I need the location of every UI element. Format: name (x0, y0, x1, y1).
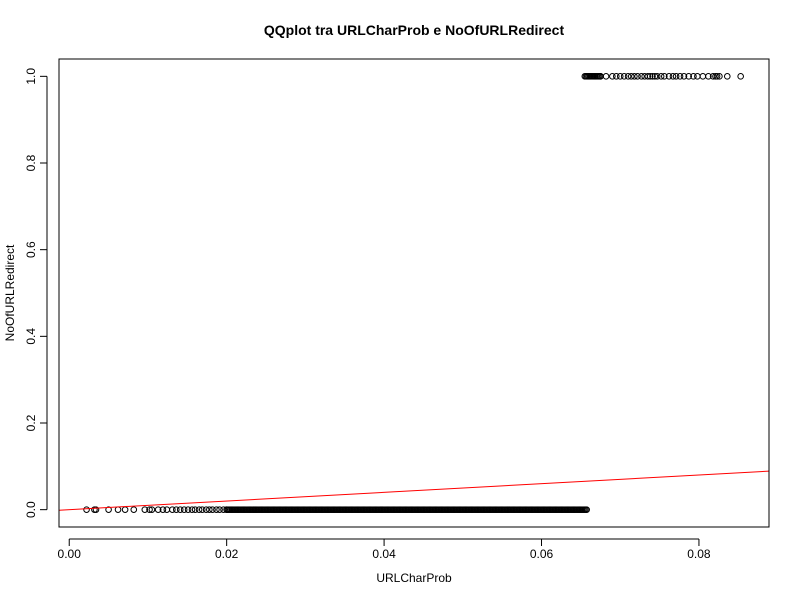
data-point (206, 506, 213, 513)
data-point (180, 506, 188, 513)
data-point (191, 506, 199, 513)
qq-reference-line (59, 470, 769, 511)
data-point (146, 506, 153, 513)
y-tick-label-0: 0.0 (24, 501, 38, 518)
data-point (694, 73, 701, 80)
y-tick-label-1: 0.2 (24, 414, 38, 431)
y-tick-label-5: 1.0 (24, 68, 38, 85)
data-point (651, 73, 659, 80)
data-point (612, 73, 620, 80)
data-point (602, 73, 610, 80)
data-point (172, 506, 180, 513)
data-point (169, 506, 176, 513)
data-point (672, 73, 680, 80)
data-point (154, 506, 162, 513)
data-point (202, 506, 210, 513)
data-point (216, 506, 223, 513)
data-point (583, 506, 590, 513)
y-axis-label: NoOfURLRedirect (3, 244, 17, 341)
data-point (676, 73, 684, 80)
data-point (130, 506, 138, 513)
data-point (716, 73, 723, 80)
data-point (680, 73, 688, 80)
data-point (638, 73, 645, 80)
data-point (609, 73, 616, 80)
x-tick-label-4: 0.08 (687, 547, 711, 561)
x-tick-label-2: 0.04 (372, 547, 396, 561)
data-point (661, 73, 668, 80)
data-point (92, 506, 100, 513)
data-point (634, 73, 641, 80)
y-tick-label-2: 0.4 (24, 328, 38, 345)
data-point (627, 73, 635, 80)
data-point (195, 506, 203, 513)
data-point (665, 73, 673, 80)
data-point (184, 506, 192, 513)
data-point (646, 73, 654, 80)
chart-title: QQplot tra URLCharProb e NoOfURLRedirect (264, 22, 565, 38)
data-point (709, 73, 717, 80)
axes-layer: 0.00 0.02 0.04 0.06 0.08 0.0 0.2 0.4 0.6 0.8 1.0 (24, 58, 770, 561)
marks-layer (59, 73, 769, 513)
data-point (188, 506, 196, 513)
data-point (620, 73, 628, 80)
data-point (209, 506, 216, 513)
data-point (198, 506, 206, 513)
data-point (737, 73, 744, 80)
data-point (159, 506, 167, 513)
data-point (597, 73, 604, 80)
data-point (176, 506, 184, 513)
data-point (83, 506, 90, 513)
data-point (114, 506, 122, 513)
data-point (705, 73, 712, 80)
data-point (616, 73, 624, 80)
data-point (649, 73, 656, 80)
plot-frame (58, 58, 770, 528)
y-tick-label-4: 0.8 (24, 154, 38, 171)
data-point (657, 73, 665, 80)
x-tick-label-1: 0.02 (215, 547, 239, 561)
x-tick-label-0: 0.00 (58, 547, 82, 561)
data-point (213, 506, 220, 513)
x-axis-label: URLCharProb (376, 571, 452, 585)
data-point (163, 506, 171, 513)
data-point (148, 506, 156, 513)
data-point (624, 73, 632, 80)
data-point (669, 73, 677, 80)
y-tick-label-3: 0.6 (24, 241, 38, 258)
data-point (141, 506, 149, 513)
data-point (653, 73, 661, 80)
data-point (723, 73, 731, 80)
data-point (713, 73, 721, 80)
data-point (105, 506, 112, 513)
data-point (644, 73, 652, 80)
data-point (685, 73, 693, 80)
data-point (690, 73, 697, 80)
x-tick-label-3: 0.06 (530, 547, 554, 561)
data-point (699, 73, 707, 80)
data-point (121, 506, 129, 513)
data-point (631, 73, 638, 80)
